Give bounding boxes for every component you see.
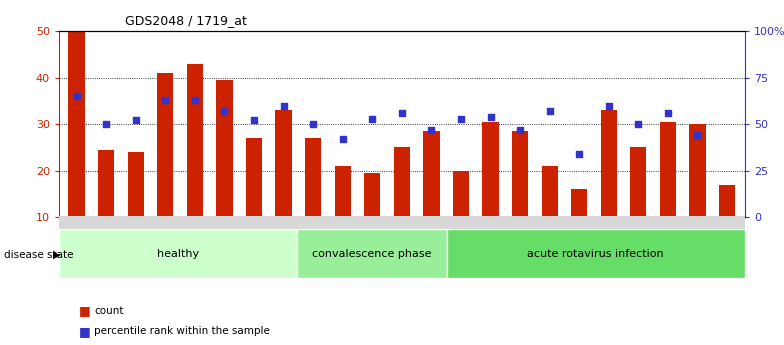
Bar	[394, 148, 410, 217]
Text: disease state: disease state	[4, 250, 74, 259]
Bar	[297, 229, 447, 278]
Text: GDS2048 / 1719_at: GDS2048 / 1719_at	[125, 14, 247, 27]
Bar	[630, 148, 647, 217]
Point	[603, 103, 615, 108]
Text: ■: ■	[78, 325, 90, 338]
Bar	[275, 110, 292, 217]
Point	[395, 110, 408, 116]
Bar	[423, 131, 440, 217]
Bar	[246, 138, 262, 217]
Point	[336, 136, 349, 142]
Point	[248, 118, 260, 123]
Text: ▶: ▶	[53, 250, 60, 259]
Point	[425, 127, 437, 132]
Bar	[98, 150, 114, 217]
Point	[632, 121, 644, 127]
Point	[455, 116, 467, 121]
Point	[100, 121, 112, 127]
Bar	[187, 63, 203, 217]
Text: percentile rank within the sample: percentile rank within the sample	[94, 326, 270, 336]
Bar	[364, 173, 380, 217]
Bar	[157, 73, 173, 217]
Point	[307, 121, 319, 127]
Bar	[719, 185, 735, 217]
Bar	[601, 110, 617, 217]
Bar	[305, 138, 321, 217]
Text: ■: ■	[78, 304, 90, 317]
Text: convalescence phase: convalescence phase	[312, 249, 432, 258]
Point	[159, 97, 172, 103]
Bar	[128, 152, 143, 217]
Bar	[68, 31, 85, 217]
Bar	[59, 229, 297, 278]
Point	[485, 114, 497, 119]
Bar	[447, 229, 745, 278]
Point	[218, 108, 230, 114]
Bar	[542, 166, 557, 217]
Text: count: count	[94, 306, 124, 315]
Point	[366, 116, 379, 121]
Bar	[453, 171, 469, 217]
Point	[278, 103, 290, 108]
Point	[662, 110, 674, 116]
Point	[71, 93, 83, 99]
Bar	[571, 189, 587, 217]
Text: healthy: healthy	[157, 249, 199, 258]
Bar	[512, 131, 528, 217]
Text: acute rotavirus infection: acute rotavirus infection	[528, 249, 664, 258]
Point	[573, 151, 586, 157]
Bar	[660, 122, 676, 217]
Point	[129, 118, 142, 123]
Bar	[689, 124, 706, 217]
Bar	[482, 122, 499, 217]
Point	[188, 97, 201, 103]
Bar	[216, 80, 233, 217]
Point	[691, 132, 704, 138]
Point	[543, 108, 556, 114]
Bar	[335, 166, 350, 217]
Point	[514, 127, 526, 132]
